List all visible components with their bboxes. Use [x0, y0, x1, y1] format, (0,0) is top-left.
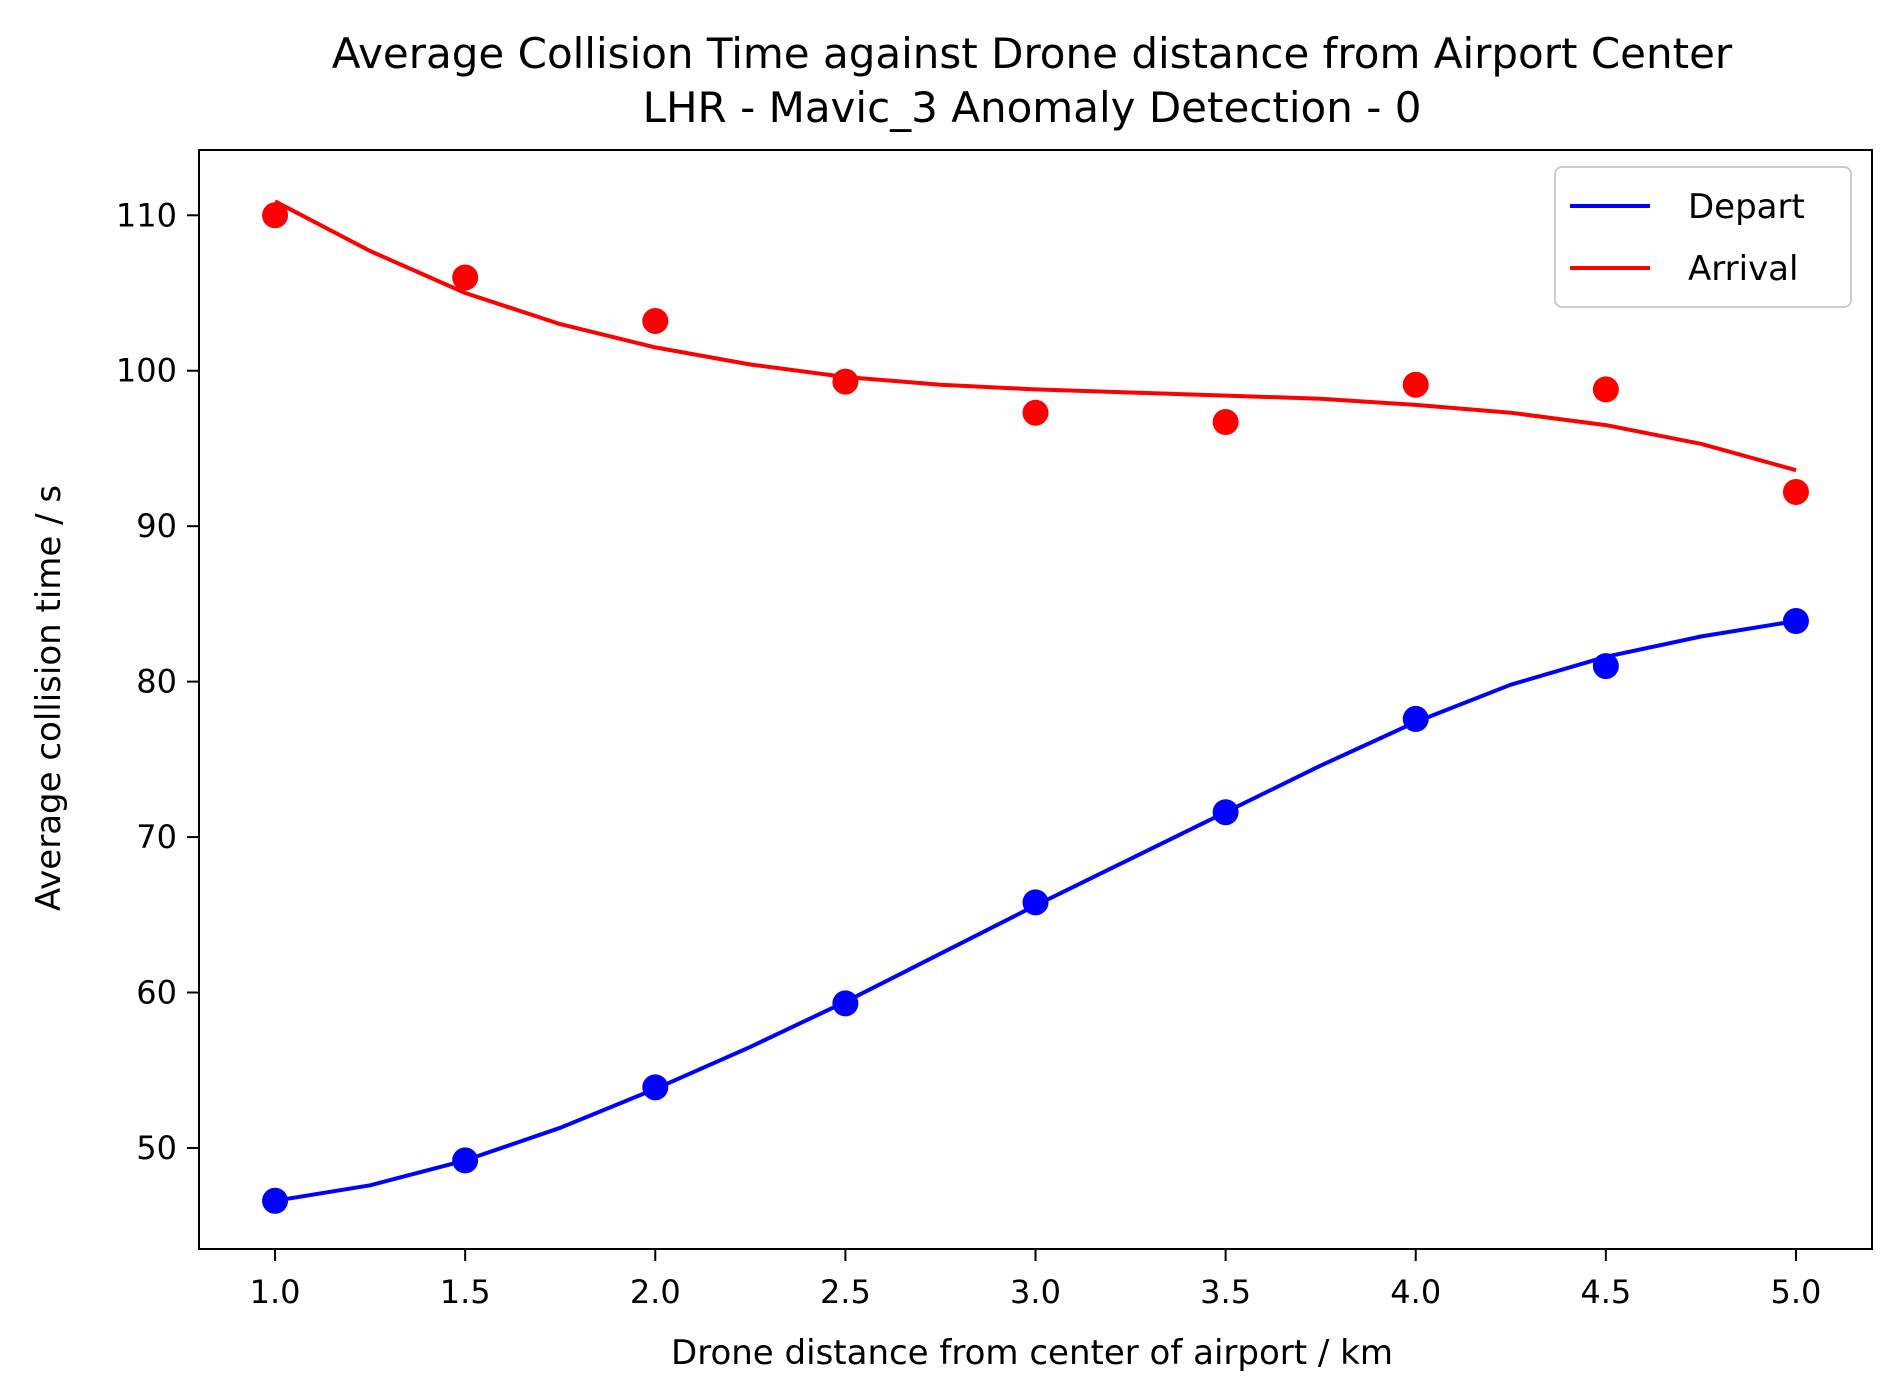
data-point-arrival	[642, 307, 669, 334]
data-point-depart	[832, 990, 859, 1017]
data-point-arrival	[1782, 478, 1809, 505]
x-tick-label: 1.0	[250, 1273, 301, 1311]
data-point-arrival	[1402, 371, 1429, 398]
y-tick-label: 50	[136, 1129, 177, 1167]
legend-box	[1554, 166, 1852, 308]
y-tick-label: 100	[116, 352, 177, 390]
y-tick-label: 70	[136, 818, 177, 856]
plot-frame	[198, 149, 1873, 1250]
data-point-depart	[642, 1074, 669, 1101]
y-tick-label: 60	[136, 974, 177, 1012]
x-tick-label: 4.0	[1390, 1273, 1441, 1311]
y-tick-label: 110	[116, 196, 177, 234]
data-point-depart	[452, 1147, 479, 1174]
data-point-arrival	[1592, 376, 1619, 403]
data-point-depart	[1592, 653, 1619, 680]
plot-area: 1.0 1.5 2.0 2.5 3.0 3.5 4.0 4.5 5.0 50 60 70 80 90 100…	[116, 149, 1873, 1311]
y-tick-label: 80	[136, 663, 177, 701]
data-point-depart	[1402, 705, 1429, 732]
chart-subtitle: LHR - Mavic_3 Anomaly Detection - 0	[643, 83, 1422, 132]
y-tick-label: 90	[136, 507, 177, 545]
data-point-depart	[1022, 889, 1049, 916]
data-point-arrival	[452, 264, 479, 291]
x-tick-label: 4.5	[1580, 1273, 1631, 1311]
data-point-depart	[1212, 799, 1239, 826]
x-tick-label: 3.0	[1010, 1273, 1061, 1311]
data-point-arrival	[1022, 399, 1049, 426]
series-line-arrival	[274, 199, 1797, 473]
legend-label-depart: Depart	[1688, 187, 1805, 227]
data-point-depart	[1782, 608, 1809, 634]
x-tick-label: 3.5	[1200, 1273, 1251, 1311]
x-axis-label: Drone distance from center of airport / …	[671, 1333, 1393, 1373]
legend: Depart Arrival	[1554, 166, 1852, 308]
data-point-arrival	[262, 202, 289, 229]
x-tick-label: 2.0	[630, 1273, 681, 1311]
data-point-depart	[262, 1187, 289, 1214]
x-tick-label: 1.5	[440, 1273, 491, 1311]
chart-title: Average Collision Time against Drone dis…	[332, 29, 1733, 78]
legend-label-arrival: Arrival	[1688, 249, 1798, 289]
data-point-arrival	[1212, 409, 1239, 436]
y-axis-label: Average collision time / s	[29, 485, 69, 911]
x-tick-label: 2.5	[820, 1273, 871, 1311]
x-tick-label: 5.0	[1771, 1273, 1822, 1311]
data-point-arrival	[832, 368, 859, 395]
